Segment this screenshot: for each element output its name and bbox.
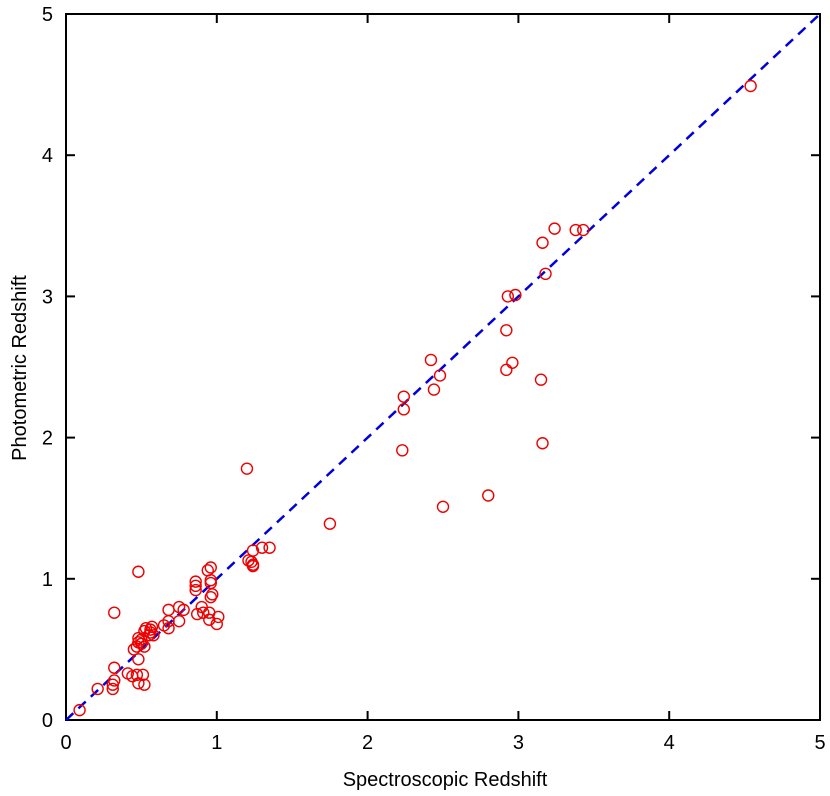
data-point <box>204 576 217 590</box>
data-point <box>212 610 225 624</box>
data-point <box>135 637 148 650</box>
x-tick-label: 0 <box>60 732 71 754</box>
data-point <box>536 437 549 450</box>
data-point <box>189 575 202 588</box>
data-point <box>210 617 224 631</box>
data-point <box>397 390 410 403</box>
y-tick-label: 5 <box>42 4 53 26</box>
x-tick-label: 2 <box>362 732 373 754</box>
data-point <box>240 462 254 475</box>
axes: 0 1 2 3 4 5 0 1 2 3 4 5 <box>42 4 826 754</box>
data-point <box>397 403 410 416</box>
data-point <box>73 703 86 717</box>
data-point <box>501 290 515 303</box>
data-point <box>433 369 447 382</box>
data-point <box>177 603 190 617</box>
data-point <box>190 607 204 621</box>
data-point <box>162 622 175 635</box>
data-point <box>263 541 276 554</box>
data-point <box>534 373 548 386</box>
y-tick-label: 2 <box>42 428 53 450</box>
data-point <box>577 223 590 237</box>
data-point <box>539 267 552 281</box>
data-point <box>744 79 757 93</box>
data-point <box>396 444 409 457</box>
y-tick-label: 3 <box>42 286 53 308</box>
data-point <box>323 517 337 530</box>
data-point <box>108 661 121 674</box>
data-point <box>135 633 148 646</box>
x-tick-label: 1 <box>211 732 222 754</box>
data-point <box>436 500 450 513</box>
axis-labels: Spectroscopic Redshift Photometric Redsh… <box>9 275 548 791</box>
y-tick-label: 0 <box>42 710 53 732</box>
data-point <box>246 544 260 557</box>
data-point <box>138 640 151 653</box>
data-point <box>106 682 119 696</box>
data-point <box>132 653 145 666</box>
data-point <box>130 668 144 682</box>
plot-frame <box>65 13 821 721</box>
y-tick-label: 1 <box>42 569 53 591</box>
data-point <box>509 288 522 302</box>
x-tick-label: 3 <box>513 732 524 754</box>
data-point <box>206 588 219 601</box>
data-point <box>548 222 561 235</box>
data-point <box>246 558 260 571</box>
data-point <box>172 614 186 628</box>
y-axis-label: Photometric Redshift <box>9 275 31 461</box>
data-point <box>482 489 495 502</box>
data-point <box>136 668 150 682</box>
x-tick-label: 4 <box>664 732 675 754</box>
y-tick-label: 4 <box>42 145 53 167</box>
data-point <box>132 565 145 578</box>
data-point <box>204 574 217 587</box>
data-point <box>204 561 217 574</box>
data-point <box>197 606 210 619</box>
x-axis-label: Spectroscopic Redshift <box>343 769 548 791</box>
data-point <box>255 541 269 554</box>
data-point <box>189 579 202 593</box>
identity-line <box>65 13 821 721</box>
data-point <box>108 674 121 687</box>
data-point <box>138 678 151 691</box>
points-layer <box>73 79 757 717</box>
data-point <box>147 629 160 642</box>
data-point <box>424 353 438 367</box>
data-point <box>569 223 582 237</box>
data-point <box>189 583 202 597</box>
data-point <box>162 603 175 617</box>
data-point <box>427 383 441 396</box>
data-point <box>108 606 121 619</box>
data-point <box>536 236 549 249</box>
data-point <box>506 356 519 369</box>
data-point <box>91 682 104 696</box>
data-point <box>500 363 513 377</box>
data-point <box>203 613 216 626</box>
x-tick-label: 5 <box>814 732 825 754</box>
data-point <box>145 620 159 634</box>
reference-line-layer <box>65 13 821 721</box>
data-point <box>500 324 513 337</box>
